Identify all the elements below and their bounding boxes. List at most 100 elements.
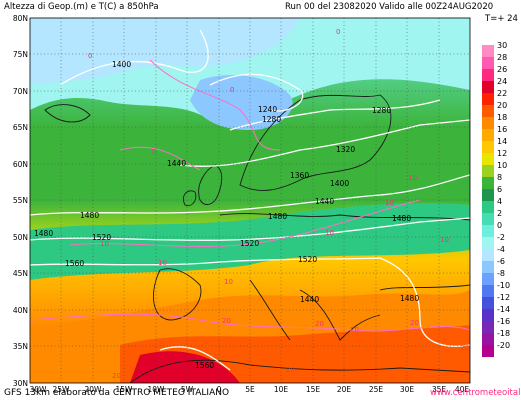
scale-swatch [482, 237, 494, 249]
scale-swatch [482, 345, 494, 357]
cold-air-core [30, 18, 300, 85]
scale-label: -16 [497, 317, 510, 326]
forecast-step: T=+ 24 [485, 14, 518, 24]
scale-swatch [482, 141, 494, 153]
scale-swatch [482, 333, 494, 345]
scale-swatch [482, 249, 494, 261]
scale-label: 28 [497, 53, 507, 62]
scale-swatch [482, 129, 494, 141]
lon-label: 20E [337, 385, 352, 394]
lon-label: 20W [85, 385, 103, 394]
coastlines [44, 94, 470, 383]
scale-swatch [482, 189, 494, 201]
scale-swatch [482, 105, 494, 117]
lat-label: 80N [13, 14, 28, 23]
scale-label: 6 [497, 185, 502, 194]
lon-label: 15W [116, 385, 134, 394]
temp-label: 0 [88, 52, 92, 60]
scale-label: 4 [497, 197, 502, 206]
map-frame [29, 17, 471, 384]
height-label: 1280 [262, 115, 281, 124]
scale-label: -4 [497, 245, 505, 254]
height-label: 1520 [92, 233, 111, 242]
height-label: 1560 [65, 259, 84, 268]
scale-swatch [482, 165, 494, 177]
lon-label: 40E [455, 385, 470, 394]
temp-label: 10 [100, 240, 109, 248]
temp-label: 20 [286, 366, 295, 374]
scale-swatch [482, 81, 494, 93]
scale-label: -10 [497, 281, 510, 290]
lon-label: 35E [432, 385, 447, 394]
lat-label: 35N [13, 342, 28, 351]
height-label: 1520 [240, 239, 259, 248]
footer-website: www.centrometeoitaliano.it [430, 388, 521, 398]
lon-label: 30W [30, 385, 48, 394]
longitude-axis: 30W 25W 20W 15W 10W 5W 0 5E 10E 15E 20E … [30, 385, 470, 394]
scale-label: -8 [497, 269, 505, 278]
scale-swatch [482, 285, 494, 297]
lat-label: 75N [13, 50, 28, 59]
height-labels: 1400 1240 1280 1280 1320 1440 1360 1400 … [34, 60, 419, 370]
scale-swatch [482, 153, 494, 165]
temp-label: 10 [224, 278, 233, 286]
lon-label: 25E [369, 385, 384, 394]
grid-lines [30, 18, 470, 383]
temp-labels: 0 0 0 0 10 10 10 10 10 10 10 20 20 20 20… [88, 28, 469, 380]
lat-label: 40N [13, 306, 28, 315]
scale-swatch [482, 201, 494, 213]
height-label: 1440 [167, 159, 186, 168]
scale-swatch [482, 273, 494, 285]
temp-label: 10 [325, 229, 334, 237]
lat-label: 65N [13, 123, 28, 132]
height-label: 1240 [258, 105, 277, 114]
lon-label: 0 [217, 385, 222, 394]
temp-label: 0 [336, 28, 340, 36]
height-label: 1320 [336, 145, 355, 154]
scale-label: 16 [497, 125, 507, 134]
scale-label: 22 [497, 89, 507, 98]
sahara-hot-core [130, 351, 240, 383]
scandinavian-cold-core [190, 75, 293, 130]
map-area: 1400 1240 1280 1280 1320 1440 1360 1400 … [30, 18, 470, 383]
scale-label: 8 [497, 173, 502, 182]
height-label: 1400 [112, 60, 131, 69]
scale-label: 18 [497, 113, 507, 122]
temperature-color-scale: 302826242220181614121086420-2-4-6-8-10-1… [482, 41, 510, 357]
scale-swatch [482, 93, 494, 105]
geopotential-contours [30, 29, 470, 371]
scale-swatch [482, 225, 494, 237]
height-label: 1440 [300, 295, 319, 304]
temp-label: 10 [440, 236, 449, 244]
lon-label: 10E [274, 385, 289, 394]
height-label: 1480 [80, 211, 99, 220]
scale-label: 2 [497, 209, 502, 218]
scale-label: 20 [497, 101, 507, 110]
height-label: 1360 [290, 171, 309, 180]
scale-label: 10 [497, 161, 507, 170]
height-label: 1480 [268, 212, 287, 221]
height-label: 1520 [298, 255, 317, 264]
scale-label: 26 [497, 65, 507, 74]
scale-swatch [482, 69, 494, 81]
lat-label: 50N [13, 233, 28, 242]
temp-label: 10 [158, 259, 167, 267]
scale-label: -14 [497, 305, 510, 314]
temp-label: 0 [230, 86, 234, 94]
footer-credit: GFS 13km elaborato da CENTRO METEO ITALI… [4, 388, 230, 398]
scale-swatch [482, 213, 494, 225]
height-label: 1280 [372, 106, 391, 115]
lat-label: 45N [13, 269, 28, 278]
temp-label: 20 [350, 326, 359, 334]
lon-label: 5E [245, 385, 255, 394]
temp-label: 20 [112, 372, 121, 380]
scale-label: 24 [497, 77, 507, 86]
lon-label: 25W [53, 385, 71, 394]
height-label: 1480 [34, 229, 53, 238]
lon-label: 5W [181, 385, 194, 394]
mild-band [30, 203, 470, 280]
lat-label: 70N [13, 87, 28, 96]
scale-swatch [482, 321, 494, 333]
temp-label: 20 [410, 319, 419, 327]
